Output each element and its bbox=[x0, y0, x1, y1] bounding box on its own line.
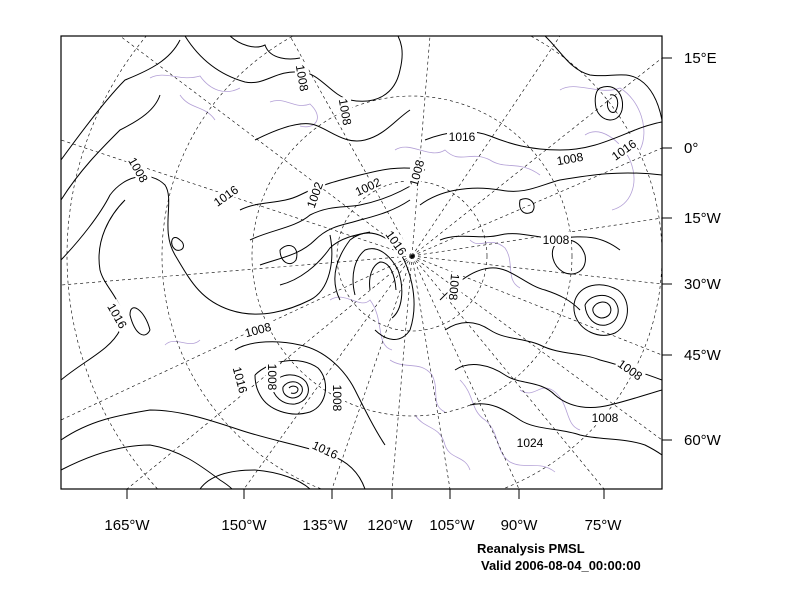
contour-label: 1016 bbox=[230, 365, 251, 395]
lon-label-120w: 120°W bbox=[367, 517, 413, 534]
plot-frame bbox=[60, 35, 663, 490]
contour-label: 1002 bbox=[304, 180, 326, 210]
contour-label-bg bbox=[541, 232, 571, 246]
pressure-contours bbox=[61, 36, 662, 489]
contour-label-bg bbox=[241, 318, 275, 340]
lon-label-30w: 30°W bbox=[684, 276, 722, 293]
contour-label: 1008 bbox=[243, 320, 273, 341]
contour-label-bg bbox=[382, 226, 412, 259]
contour-label-bg bbox=[553, 148, 586, 168]
contour-label: 1008 bbox=[336, 98, 354, 127]
lon-label-45w: 45°W bbox=[684, 347, 722, 364]
lon-label-105w: 105°W bbox=[429, 517, 475, 534]
lon-label-90w: 90°W bbox=[501, 517, 539, 534]
contour-label: 1008 bbox=[543, 233, 570, 247]
graticule bbox=[61, 36, 662, 489]
contour-label-bg bbox=[209, 180, 242, 210]
lon-label-165w: 165°W bbox=[104, 517, 150, 534]
contour-label-bg bbox=[590, 410, 620, 424]
right-axis-labels: 15°E 0° 15°W 30°W 45°W 60°W bbox=[684, 50, 722, 449]
contour-label: 1008 bbox=[556, 150, 585, 168]
contour-label-bg bbox=[230, 363, 252, 397]
contour-label-bg bbox=[308, 436, 342, 462]
bottom-axis-labels: 165°W 150°W 135°W 120°W 105°W 90°W 75°W bbox=[104, 517, 622, 534]
contour-label: 1008 bbox=[446, 273, 462, 301]
contour-label: 1016 bbox=[449, 130, 476, 144]
lon-label-60w: 60°W bbox=[684, 432, 722, 449]
contour-label: 1024 bbox=[517, 436, 544, 450]
contour-label: 1008 bbox=[592, 411, 619, 425]
contour-label-bg bbox=[104, 299, 132, 332]
right-axis-ticks bbox=[662, 57, 672, 441]
contour-label-bg bbox=[607, 134, 640, 164]
contour-label-bg bbox=[446, 271, 464, 303]
contour-label-bg bbox=[331, 383, 345, 413]
caption-valid-time: Valid 2006-08-04_00:00:00 bbox=[481, 558, 641, 573]
lon-label-75w: 75°W bbox=[585, 517, 623, 534]
lon-label-15w: 15°W bbox=[684, 210, 722, 227]
contour-label-bg bbox=[351, 173, 385, 199]
contour-label: 1008 bbox=[265, 364, 279, 391]
contour-label: 1008 bbox=[407, 158, 428, 188]
contour-label-bg bbox=[614, 354, 647, 384]
contour-label-bg bbox=[447, 129, 477, 143]
contour-label-bg bbox=[515, 435, 545, 449]
contour-label-bg bbox=[336, 95, 356, 128]
lon-label-150w: 150°W bbox=[221, 517, 267, 534]
bottom-axis-ticks bbox=[126, 489, 605, 499]
contour-label-bg bbox=[125, 153, 153, 186]
contour-label: 1008 bbox=[330, 385, 344, 412]
lon-label-15e: 15°E bbox=[684, 50, 717, 67]
contour-label-bg bbox=[405, 156, 427, 190]
coastlines bbox=[149, 74, 645, 473]
lon-label-135w: 135°W bbox=[302, 517, 348, 534]
contour-label-bg bbox=[293, 61, 313, 94]
caption-title: Reanalysis PMSL bbox=[477, 541, 585, 556]
contour-label-bg bbox=[266, 362, 280, 392]
contour-label-bg bbox=[302, 178, 326, 212]
lon-label-0: 0° bbox=[684, 140, 698, 157]
contour-label: 1008 bbox=[293, 64, 311, 93]
